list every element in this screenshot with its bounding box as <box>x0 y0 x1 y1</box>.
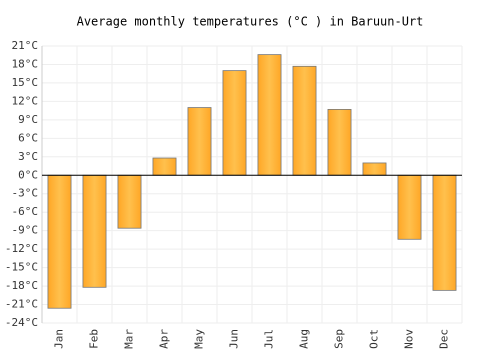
y-tick-label: -18°C <box>5 279 38 292</box>
bar <box>47 174 72 309</box>
y-tick-label: 18°C <box>12 57 39 70</box>
y-tick-label: 12°C <box>12 94 39 107</box>
x-tick-label: Jul <box>263 329 276 349</box>
bar <box>292 65 317 176</box>
x-tick-label: Apr <box>158 329 171 349</box>
x-tick-label: Nov <box>403 329 416 349</box>
y-tick-label: 0°C <box>18 168 38 181</box>
x-tick-label: Jun <box>228 329 241 349</box>
y-tick-label: -15°C <box>5 261 38 274</box>
bar <box>397 174 422 240</box>
y-tick-label: 3°C <box>18 150 38 163</box>
y-tick-label: 6°C <box>18 131 38 144</box>
y-tick-label: -9°C <box>12 224 39 237</box>
bar <box>222 70 247 176</box>
bar <box>362 162 387 176</box>
y-tick-label: -24°C <box>5 316 38 329</box>
y-tick-label: -12°C <box>5 242 38 255</box>
x-tick-label: Feb <box>88 329 101 349</box>
chart-title: Average monthly temperatures (°C ) in Ba… <box>77 15 424 29</box>
y-tick-label: -21°C <box>5 298 38 311</box>
bar <box>257 54 282 176</box>
x-tick-label: Aug <box>298 329 311 349</box>
y-tick-label: 21°C <box>12 39 39 52</box>
y-tick-label: -3°C <box>12 187 39 200</box>
y-tick-label: 15°C <box>12 76 39 89</box>
x-tick-label: Mar <box>123 329 136 349</box>
bar <box>327 109 352 176</box>
bar <box>117 174 142 229</box>
x-tick-label: Oct <box>368 329 381 349</box>
bar <box>152 157 177 176</box>
bar <box>187 107 212 176</box>
x-tick-label: May <box>193 329 206 349</box>
y-tick-label: -6°C <box>12 205 39 218</box>
bar <box>432 174 457 291</box>
x-tick-label: Jan <box>53 329 66 349</box>
x-tick-label: Dec <box>438 329 451 349</box>
x-tick-label: Sep <box>333 329 346 349</box>
y-tick-label: 9°C <box>18 113 38 126</box>
bar <box>82 174 107 288</box>
